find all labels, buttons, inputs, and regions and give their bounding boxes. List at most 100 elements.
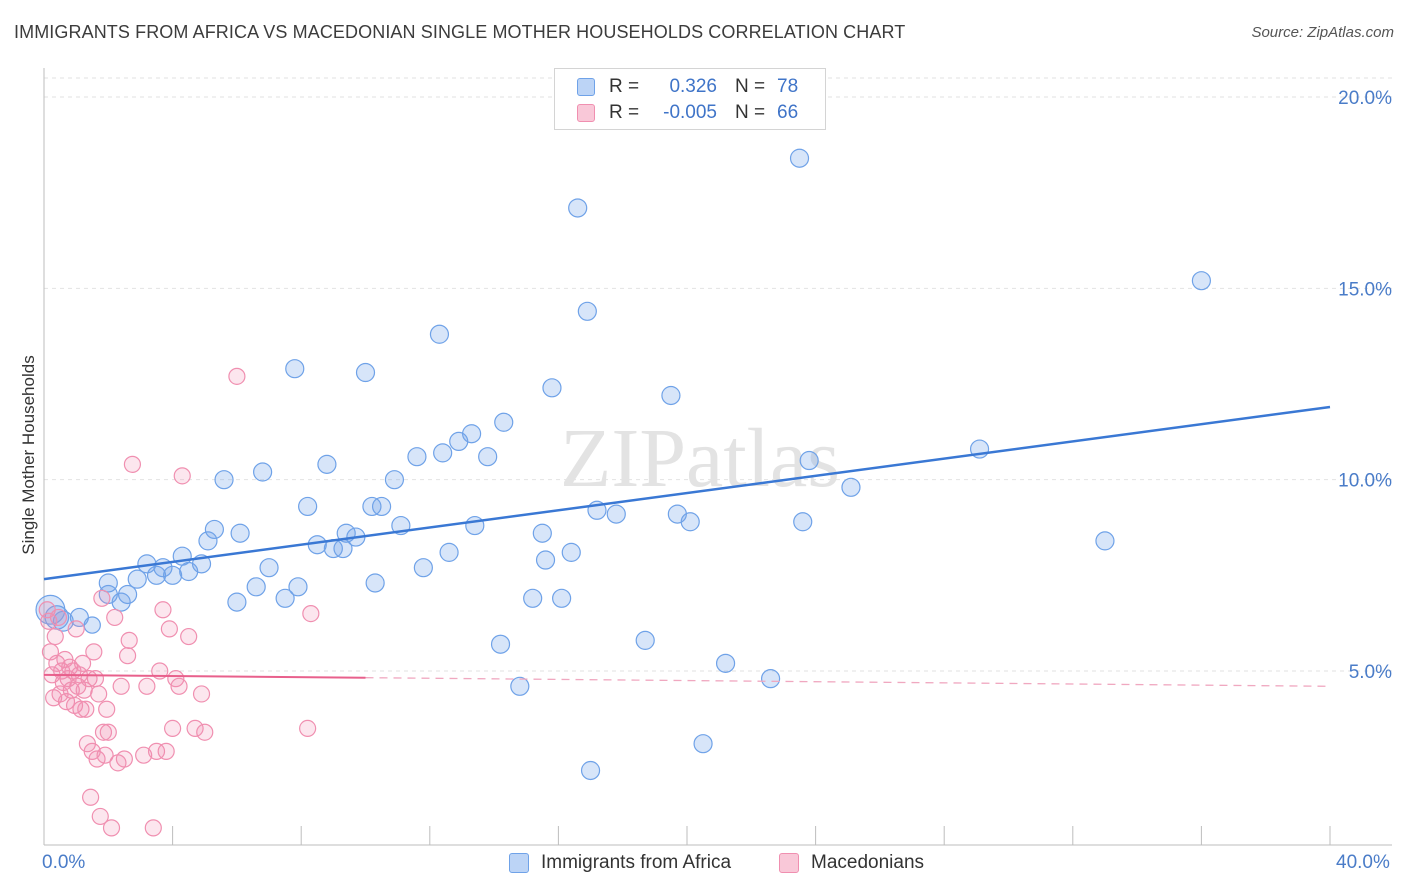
data-point (299, 719, 317, 738)
data-point (115, 750, 133, 768)
data-point (85, 643, 103, 661)
legend-label-africa: Immigrants from Africa (541, 852, 732, 873)
y-tick-label: 10.0% (1338, 471, 1392, 492)
data-point (196, 723, 214, 741)
data-point (1095, 531, 1115, 551)
data-point (606, 504, 626, 524)
data-point (793, 512, 813, 532)
legend-r-label: R = (609, 102, 640, 123)
data-point (99, 723, 117, 741)
legend-swatch-macedonians (779, 853, 799, 873)
data-point (160, 620, 178, 638)
legend-row-macedonians: R = -0.005 N = 66 (577, 101, 798, 125)
legend-n-label: N = (735, 76, 766, 97)
series-legend: Immigrants from Africa Macedonians (0, 852, 1406, 878)
data-point (117, 584, 138, 605)
legend-item-macedonians[interactable]: Macedonians (779, 852, 924, 874)
data-point (693, 734, 713, 754)
data-point (72, 700, 90, 718)
data-point (302, 604, 320, 623)
data-point (1191, 271, 1212, 291)
data-point (170, 677, 188, 695)
data-point (552, 588, 572, 608)
data-point (154, 601, 172, 619)
data-point (275, 588, 295, 608)
data-point (635, 630, 655, 650)
data-point (371, 496, 392, 517)
data-point (494, 412, 514, 432)
chart-title: IMMIGRANTS FROM AFRICA VS MACEDONIAN SIN… (14, 22, 906, 42)
data-point (102, 819, 121, 837)
data-point (147, 742, 166, 760)
data-point (407, 447, 427, 467)
legend-r-label: R = (609, 76, 640, 97)
data-point (98, 700, 116, 718)
series-immigrants-from-africa (35, 148, 1212, 781)
data-point (230, 523, 250, 543)
data-point (120, 631, 138, 649)
data-point (163, 565, 183, 585)
legend-item-africa[interactable]: Immigrants from Africa (509, 852, 731, 874)
x-axis-min-label: 0.0% (42, 852, 86, 873)
data-point (96, 746, 114, 764)
data-point (841, 477, 861, 497)
legend-swatch-africa (577, 78, 595, 96)
axes (43, 68, 1392, 846)
data-point (561, 542, 581, 562)
data-point (413, 558, 433, 578)
data-point (661, 385, 681, 406)
gridlines (44, 77, 1392, 672)
data-point (433, 443, 453, 463)
data-point (46, 627, 64, 646)
data-point (138, 677, 156, 695)
watermark: ZIPatlas (560, 412, 840, 505)
data-point (362, 496, 382, 517)
y-tick-label: 15.0% (1338, 279, 1392, 300)
data-point (259, 558, 279, 578)
data-point (532, 523, 552, 543)
data-point (83, 616, 101, 634)
data-point (204, 519, 224, 540)
data-point (288, 577, 308, 597)
data-point (577, 301, 597, 321)
legend-r-value: -0.005 (663, 102, 717, 123)
data-point (384, 470, 405, 490)
x-axis-max-label: 40.0% (1336, 852, 1390, 873)
series-macedonians (38, 367, 320, 837)
data-point (123, 455, 142, 473)
data-point (429, 324, 450, 344)
trend-lines (43, 405, 1331, 687)
data-point (173, 467, 191, 485)
y-tick-label: 20.0% (1338, 88, 1392, 109)
trend-line-macedonians (43, 673, 366, 679)
data-point (186, 719, 204, 738)
data-point (542, 378, 562, 398)
data-point (40, 612, 58, 630)
data-point (73, 654, 92, 672)
data-point (523, 588, 543, 608)
data-point (439, 542, 459, 562)
data-point (112, 677, 130, 695)
data-point (180, 627, 198, 646)
data-point (49, 608, 68, 627)
data-point (799, 450, 819, 471)
legend-label-macedonians: Macedonians (811, 852, 925, 873)
data-point (111, 592, 131, 612)
data-point (135, 746, 153, 764)
data-point (253, 462, 273, 482)
data-point (228, 367, 246, 385)
data-point (461, 424, 482, 444)
y-tick-label: 5.0% (1349, 662, 1392, 683)
data-point (465, 515, 485, 536)
legend-n-value: 78 (777, 76, 799, 97)
data-point (478, 447, 498, 467)
data-point (568, 198, 588, 218)
data-point (317, 454, 337, 474)
trend-line-macedonians-extended (365, 677, 1331, 687)
data-point (760, 669, 781, 689)
data-point (307, 535, 327, 555)
data-point (146, 565, 167, 585)
y-tick-labels: 5.0% 10.0% 15.0% 20.0% (1338, 88, 1392, 683)
legend-n-value: 66 (777, 102, 799, 123)
data-point (106, 608, 124, 627)
